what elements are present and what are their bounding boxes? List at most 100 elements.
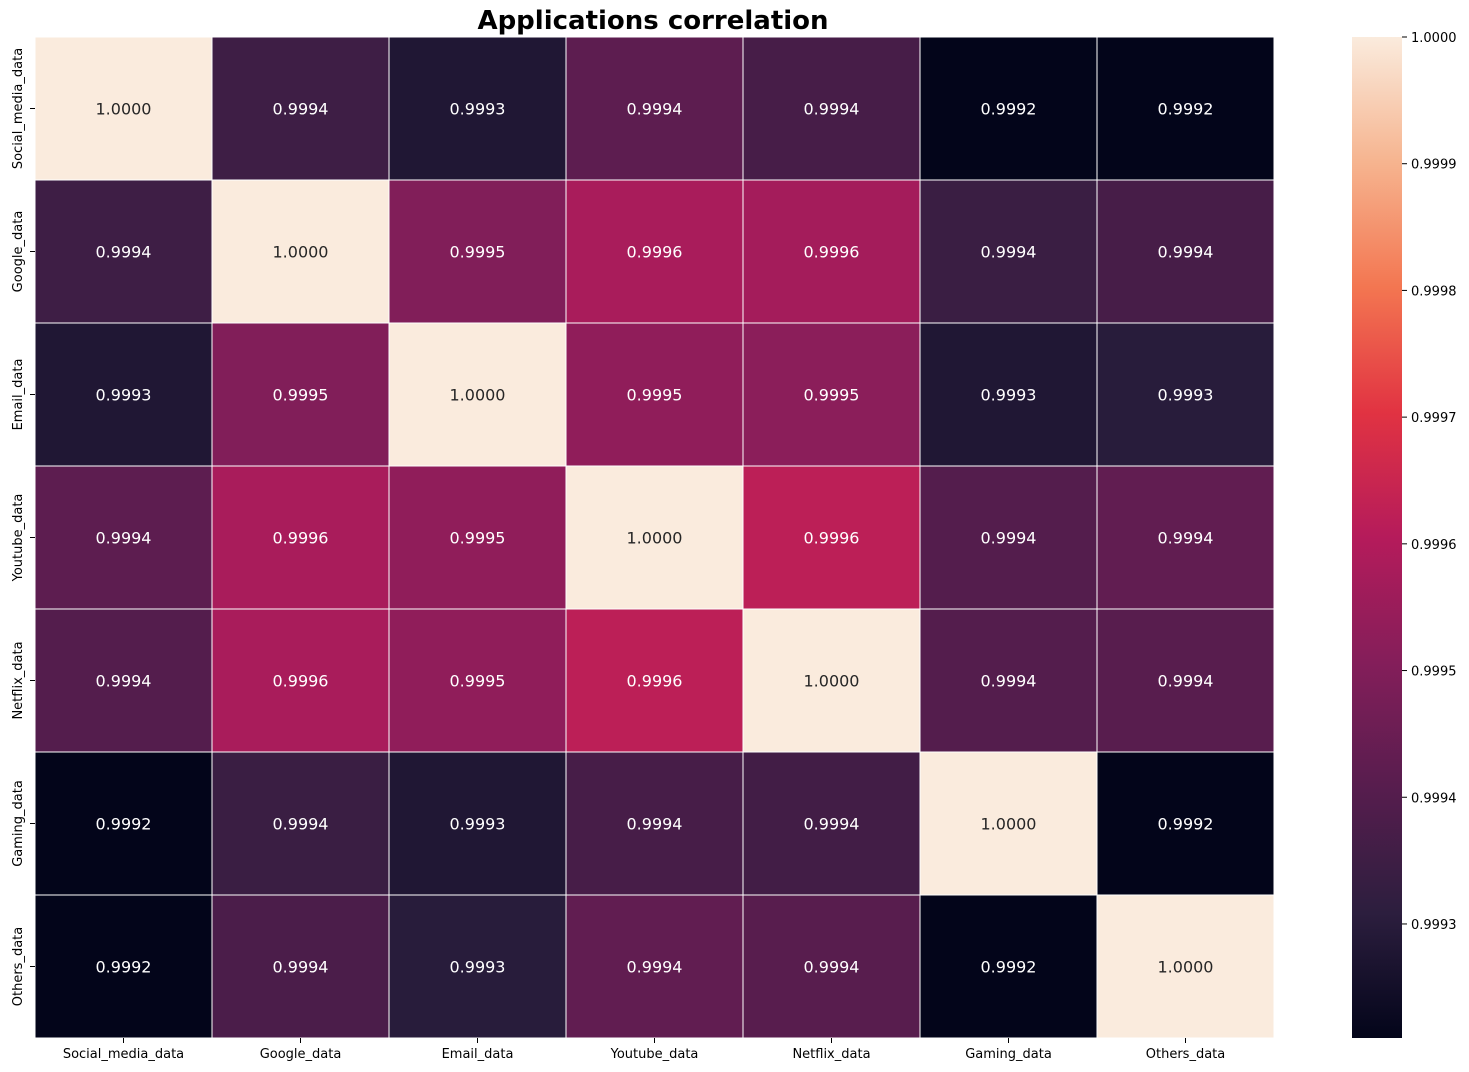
cell-value-label: 1.0000	[273, 243, 329, 262]
cell-value-label: 0.9993	[450, 100, 506, 119]
heatmap-cell	[211, 322, 390, 467]
cell-value-label: 0.9994	[981, 672, 1037, 691]
heatmap-cell	[388, 36, 567, 181]
colorbar: 0.9993 0.9994 0.9995 0.9996 0.9997 0.9998 0.99…	[1352, 31, 1457, 1038]
x-axis: Social_media_data Google_data Email_data Yo…	[63, 1038, 1225, 1062]
chart-title: Applications correlation	[477, 6, 828, 36]
heatmap-cell	[1096, 751, 1275, 896]
cell-value-label: 0.9993	[96, 386, 152, 405]
heatmap-cell	[388, 322, 567, 467]
heatmap-cell	[211, 894, 390, 1039]
colorbar-tick-label: 0.9997	[1411, 411, 1457, 426]
x-tick-label: Others_data	[1146, 1047, 1225, 1062]
heatmap-cell	[742, 322, 921, 467]
cell-annotations: 1.0000 0.9994 0.9993 0.9994 0.9994 0.9992 0.99…	[96, 100, 1214, 977]
heatmap-cell	[211, 36, 390, 181]
y-tick-label: Social_media_data	[11, 48, 26, 169]
cell-value-label: 0.9994	[627, 815, 683, 834]
cell-value-label: 0.9992	[1158, 100, 1214, 119]
cell-value-label: 1.0000	[627, 529, 683, 548]
cell-value-label: 0.9993	[450, 958, 506, 977]
cell-value-label: 0.9994	[273, 958, 329, 977]
heatmap-cell	[742, 465, 921, 610]
cell-value-label: 1.0000	[981, 815, 1037, 834]
heatmap-cell	[565, 465, 744, 610]
cell-value-label: 0.9996	[627, 672, 683, 691]
cell-value-label: 0.9994	[273, 815, 329, 834]
cell-value-label: 0.9995	[450, 243, 506, 262]
cell-value-label: 0.9994	[804, 958, 860, 977]
cell-value-label: 0.9994	[981, 529, 1037, 548]
heatmap-cell	[919, 322, 1098, 467]
y-tick-label: Netflix_data	[11, 641, 26, 719]
y-axis: Social_media_data Google_data Email_data Yo…	[11, 48, 35, 1006]
cell-value-label: 0.9993	[1158, 386, 1214, 405]
cell-value-label: 0.9995	[627, 386, 683, 405]
cell-value-label: 0.9994	[627, 958, 683, 977]
heatmap-cell	[919, 608, 1098, 753]
heatmap-cell	[34, 36, 213, 181]
heatmap-cell	[211, 465, 390, 610]
heatmap-cell	[742, 179, 921, 324]
heatmap-cell	[1096, 322, 1275, 467]
heatmap-cell	[34, 179, 213, 324]
heatmap-cell	[388, 894, 567, 1039]
colorbar-tick-label: 1.0000	[1411, 31, 1457, 46]
y-tick-label: Gaming_data	[11, 780, 26, 867]
cell-value-label: 0.9996	[804, 243, 860, 262]
heatmap-cell	[565, 322, 744, 467]
cell-value-label: 0.9995	[450, 672, 506, 691]
cell-value-label: 0.9993	[450, 815, 506, 834]
cell-value-label: 0.9996	[273, 529, 329, 548]
colorbar-gradient	[1352, 37, 1402, 1038]
cell-value-label: 0.9996	[804, 529, 860, 548]
heatmap-cell	[919, 894, 1098, 1039]
x-tick-label: Netflix_data	[792, 1047, 870, 1062]
cell-value-label: 0.9992	[981, 958, 1037, 977]
heatmap-cell	[919, 465, 1098, 610]
colorbar-tick-label: 0.9994	[1411, 791, 1457, 806]
heatmap-cell	[388, 608, 567, 753]
heatmap-cell	[919, 179, 1098, 324]
cell-value-label: 0.9994	[981, 243, 1037, 262]
colorbar-tick-label: 0.9999	[1411, 158, 1457, 173]
heatmap-cell	[211, 751, 390, 896]
colorbar-ticks: 0.9993 0.9994 0.9995 0.9996 0.9997 0.9998 0.99…	[1402, 31, 1457, 933]
heatmap-cell	[1096, 465, 1275, 610]
cell-value-label: 0.9994	[1158, 529, 1214, 548]
cell-value-label: 0.9996	[627, 243, 683, 262]
heatmap-cell	[742, 894, 921, 1039]
x-tick-label: Youtube_data	[610, 1047, 699, 1062]
cell-value-label: 0.9994	[1158, 243, 1214, 262]
y-tick-label: Others_data	[11, 927, 26, 1006]
y-tick-label: Youtube_data	[11, 494, 26, 583]
heatmap-cell	[388, 179, 567, 324]
cell-value-label: 0.9994	[96, 243, 152, 262]
heatmap-cell	[388, 751, 567, 896]
x-tick-label: Gaming_data	[965, 1047, 1052, 1062]
colorbar-tick-label: 0.9993	[1411, 918, 1457, 933]
heatmap-cell	[1096, 608, 1275, 753]
heatmap-cell	[742, 751, 921, 896]
x-tick-label: Google_data	[260, 1047, 342, 1062]
cell-value-label: 0.9992	[1158, 815, 1214, 834]
cell-value-label: 0.9993	[981, 386, 1037, 405]
cell-value-label: 0.9992	[96, 958, 152, 977]
heatmap-cell	[1096, 894, 1275, 1039]
heatmap-cell	[34, 894, 213, 1039]
y-tick-label: Google_data	[11, 211, 26, 293]
heatmap-cell	[565, 36, 744, 181]
cell-value-label: 1.0000	[96, 100, 152, 119]
cell-value-label: 0.9995	[450, 529, 506, 548]
cell-value-label: 0.9994	[1158, 672, 1214, 691]
cell-value-label: 1.0000	[804, 672, 860, 691]
cell-value-label: 0.9994	[273, 100, 329, 119]
cell-value-label: 0.9992	[96, 815, 152, 834]
heatmap-cell	[565, 751, 744, 896]
heatmap-cells	[34, 36, 1275, 1039]
cell-value-label: 1.0000	[450, 386, 506, 405]
x-tick-label: Email_data	[442, 1047, 514, 1062]
cell-value-label: 0.9994	[627, 100, 683, 119]
heatmap-cell	[1096, 36, 1275, 181]
heatmap-cell	[919, 36, 1098, 181]
